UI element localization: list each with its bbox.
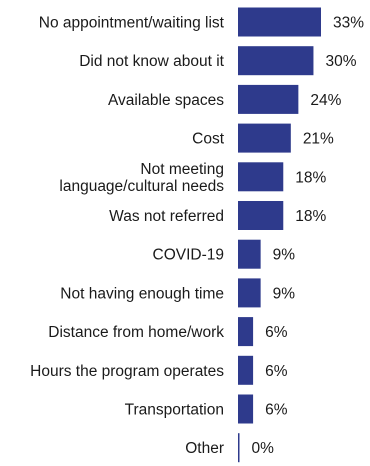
bar	[238, 355, 254, 385]
category-label: Available spaces	[108, 92, 224, 109]
bars-group	[238, 7, 321, 463]
value-label: 9%	[273, 247, 296, 264]
value-label: 30%	[325, 53, 356, 70]
category-label: Cost	[192, 131, 225, 148]
value-label: 33%	[333, 15, 364, 32]
category-label: Distance from home/work	[48, 324, 224, 341]
value-labels-group: 33% 30% 24% 21% 18% 18% 9% 9% 6% 6% 6% 0%	[252, 15, 365, 458]
bar	[238, 278, 261, 308]
category-label: Transportation	[125, 402, 224, 419]
bar	[238, 162, 284, 192]
bar	[238, 239, 261, 269]
category-label: COVID-19	[153, 247, 225, 264]
bar	[238, 394, 254, 424]
value-label: 9%	[273, 285, 296, 302]
bar	[238, 84, 299, 114]
category-label: Not having enough time	[60, 285, 224, 302]
value-label: 6%	[265, 363, 288, 380]
bar	[238, 201, 284, 230]
category-label: Hours the program operates	[30, 363, 224, 380]
category-labels-group: No appointment/waiting list Did not know …	[30, 15, 225, 458]
category-label: Did not know about it	[79, 53, 224, 70]
category-label: No appointment/waiting list	[39, 15, 225, 32]
value-label: 18%	[295, 169, 326, 186]
value-label: 0%	[252, 440, 275, 457]
bar	[238, 433, 240, 463]
value-label: 21%	[303, 131, 334, 148]
bar	[238, 46, 314, 76]
value-label: 6%	[265, 324, 288, 341]
value-label: 24%	[310, 92, 341, 109]
category-label: Other	[185, 440, 224, 457]
value-label: 6%	[265, 402, 288, 419]
bar	[238, 7, 321, 37]
bar	[238, 317, 254, 347]
category-label: Not meeting language/cultural needs	[59, 161, 224, 195]
category-label: Was not referred	[109, 208, 224, 225]
bar	[238, 123, 291, 153]
value-label: 18%	[295, 208, 326, 225]
